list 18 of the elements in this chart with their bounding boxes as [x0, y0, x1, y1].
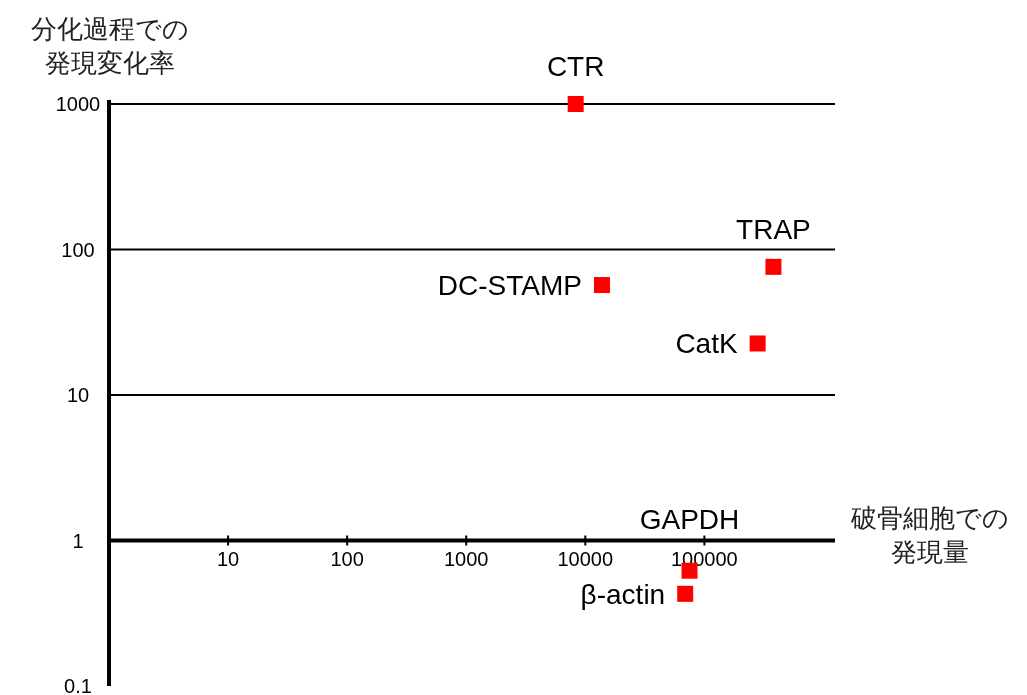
annotation: CTR [546, 51, 605, 82]
y-tick-label: 1000 [55, 93, 101, 115]
x-axis-title: 破骨細胞での発現量 [850, 503, 1009, 567]
y-tick-label: 0.1 [64, 675, 92, 695]
annotation: β-actin [580, 578, 666, 610]
y-tick-label: 1 [72, 529, 84, 552]
annotation: CatK [675, 328, 738, 360]
y-axis-title: 分化過程での発現変化率 [31, 14, 189, 78]
x-tick-label: 100000 [671, 547, 738, 570]
annotation: GAPDH [639, 503, 740, 535]
x-tick-label: 100 [330, 547, 364, 570]
x-tick-label: 10000 [557, 547, 614, 570]
y-tick-label: 100 [61, 238, 95, 261]
annotation: TRAP [736, 213, 811, 245]
x-tick-label: 1000 [443, 547, 489, 570]
annotation: DC-STAMP [437, 270, 582, 302]
x-tick-label: 10 [216, 547, 240, 570]
y-tick-label: 10 [66, 384, 90, 406]
